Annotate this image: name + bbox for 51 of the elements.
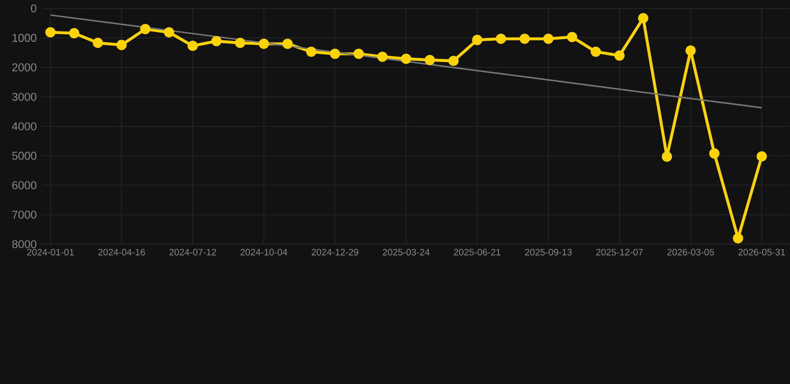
point — [330, 48, 340, 59]
point — [590, 46, 601, 57]
y-tick-label: 7000 — [12, 210, 36, 218]
point — [756, 150, 767, 162]
y-tick-label: 8000 — [12, 240, 36, 248]
point — [709, 148, 720, 158]
y-tick-label: 3000 — [12, 92, 36, 101]
point — [377, 51, 388, 62]
point — [164, 26, 174, 38]
point — [496, 33, 506, 44]
x-tick-label: 2024-04-16 — [98, 248, 145, 256]
point — [68, 28, 80, 38]
point — [732, 232, 744, 244]
x-tick-label: 2025-03-24 — [382, 248, 430, 256]
y-tick-label: 4000 — [12, 122, 36, 130]
point — [211, 36, 222, 46]
point — [354, 48, 364, 59]
y-tick-label: 5000 — [12, 152, 36, 160]
point — [472, 34, 482, 45]
point — [662, 151, 672, 162]
y-tick-label: 6000 — [12, 181, 36, 190]
point — [448, 55, 459, 66]
point — [638, 12, 648, 24]
y-tick-label: 2000 — [12, 63, 36, 72]
point — [258, 38, 270, 49]
point — [614, 50, 625, 61]
point — [306, 46, 316, 57]
point — [116, 40, 127, 50]
point — [282, 38, 293, 49]
point — [424, 54, 435, 65]
point — [45, 26, 56, 38]
point — [543, 33, 554, 44]
point — [234, 38, 246, 48]
x-tick-label: 2024-12-29 — [312, 248, 358, 256]
x-tick-label: 2024-07-12 — [169, 248, 216, 256]
y-tick-label: 0 — [30, 4, 36, 12]
x-tick-label: 2026-05-31 — [738, 248, 786, 256]
x-tick-label: 2024-01-01 — [27, 248, 74, 256]
point — [188, 40, 198, 51]
x-tick-label: 2026-03-05 — [667, 248, 714, 256]
x-tick-label: 2025-12-07 — [596, 248, 643, 256]
point — [140, 24, 150, 34]
x-tick-label: 2025-06-21 — [454, 248, 501, 256]
point — [566, 32, 578, 42]
point — [519, 33, 530, 44]
x-tick-label: 2025-09-13 — [525, 248, 572, 256]
y-tick-label: 1000 — [12, 34, 36, 42]
point — [400, 53, 412, 64]
point — [92, 38, 104, 48]
point — [685, 45, 696, 56]
x-tick-label: 2024-10-04 — [240, 248, 288, 256]
